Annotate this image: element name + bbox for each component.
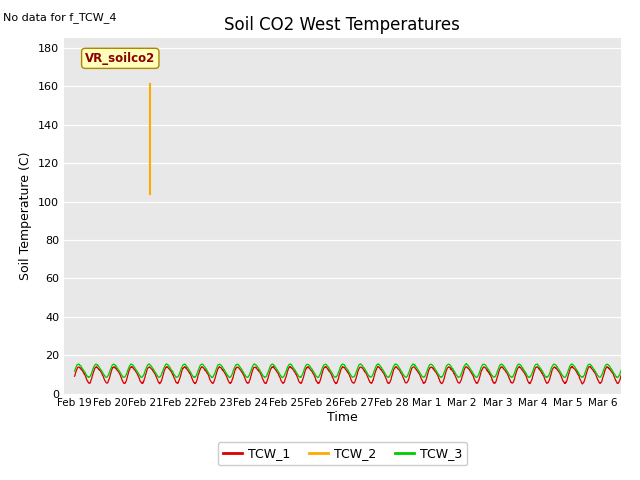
Y-axis label: Soil Temperature (C): Soil Temperature (C) [19,152,33,280]
Text: VR_soilco2: VR_soilco2 [85,52,156,65]
Legend: TCW_1, TCW_2, TCW_3: TCW_1, TCW_2, TCW_3 [218,443,467,466]
Text: No data for f_TCW_4: No data for f_TCW_4 [3,12,116,23]
X-axis label: Time: Time [327,411,358,424]
Title: Soil CO2 West Temperatures: Soil CO2 West Temperatures [225,16,460,34]
